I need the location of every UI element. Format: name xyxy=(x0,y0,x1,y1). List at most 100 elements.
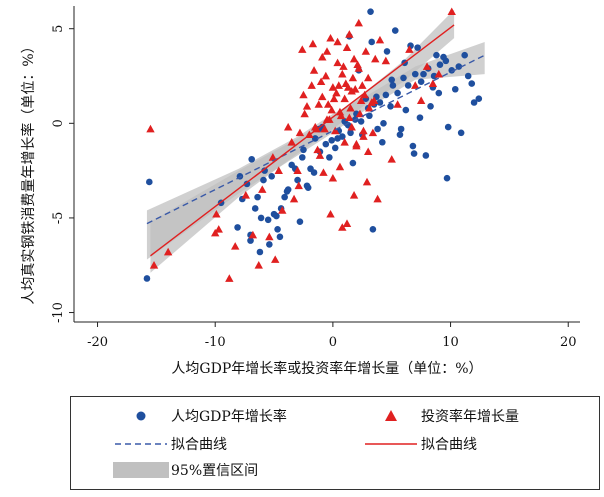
data-point-gdp xyxy=(296,218,304,226)
data-point-gdp xyxy=(300,146,307,154)
data-point-gdp xyxy=(402,106,410,114)
data-point-investment xyxy=(287,138,296,146)
data-point-investment xyxy=(319,168,328,176)
data-point-gdp xyxy=(470,99,478,106)
fit-line-dashed xyxy=(146,54,485,225)
data-point-investment xyxy=(447,7,456,16)
data-point-gdp xyxy=(331,144,339,152)
data-point-investment xyxy=(345,30,354,38)
data-point-gdp xyxy=(328,137,336,144)
data-point-investment xyxy=(375,35,385,44)
data-point-investment xyxy=(313,145,322,154)
data-point-gdp xyxy=(264,216,272,224)
data-point-investment xyxy=(321,71,331,80)
data-point-investment xyxy=(328,83,338,91)
data-point-investment xyxy=(163,247,173,256)
data-point-investment xyxy=(293,166,302,174)
data-point-gdp xyxy=(430,72,438,80)
data-point-gdp xyxy=(304,184,312,191)
data-point-investment xyxy=(309,66,319,74)
data-point-investment xyxy=(422,62,432,70)
legend-item-fit-dashed: 拟合曲线 xyxy=(111,433,227,455)
data-point-investment xyxy=(346,103,355,112)
data-point-investment xyxy=(323,100,333,108)
legend-label: 拟合曲线 xyxy=(171,437,227,453)
data-point-gdp xyxy=(411,70,419,78)
data-point-gdp xyxy=(400,74,407,82)
data-point-gdp xyxy=(256,248,264,256)
data-point-investment xyxy=(362,177,372,186)
data-point-investment xyxy=(393,100,402,108)
data-point-investment xyxy=(353,60,362,69)
data-point-investment xyxy=(354,64,363,72)
data-point-gdp xyxy=(382,91,390,99)
data-point-investment xyxy=(347,122,356,131)
data-point-investment xyxy=(342,43,352,51)
data-point-investment xyxy=(434,69,443,78)
data-point-investment xyxy=(327,105,336,114)
data-point-investment xyxy=(302,102,312,110)
data-point-investment xyxy=(416,96,426,104)
data-point-investment xyxy=(359,132,368,140)
data-point-investment xyxy=(347,86,356,95)
data-point-investment xyxy=(316,77,326,86)
data-point-gdp xyxy=(380,120,387,127)
data-point-gdp xyxy=(379,138,386,146)
data-point-investment xyxy=(298,45,307,53)
data-point-investment xyxy=(334,81,343,89)
data-point-investment xyxy=(315,151,325,159)
data-point-investment xyxy=(333,37,342,46)
data-point-gdp xyxy=(451,85,459,93)
data-point-gdp xyxy=(448,67,456,74)
data-point-investment xyxy=(348,73,358,82)
data-point-gdp xyxy=(248,155,255,163)
legend-item-ci: 95%置信区间 xyxy=(111,459,258,481)
data-point-investment xyxy=(342,219,352,227)
data-point-gdp xyxy=(475,95,483,103)
data-point-investment xyxy=(340,94,349,103)
data-point-gdp xyxy=(464,72,472,80)
data-point-investment xyxy=(268,153,278,161)
data-point-investment xyxy=(365,103,374,112)
data-point-investment xyxy=(352,141,361,150)
data-point-gdp xyxy=(435,89,443,97)
data-point-investment xyxy=(248,230,258,239)
data-point-gdp xyxy=(322,140,330,148)
data-point-investment xyxy=(278,206,287,214)
data-point-gdp xyxy=(397,125,405,133)
data-point-investment xyxy=(295,128,305,137)
data-point-gdp xyxy=(416,114,424,121)
x-axis-title: 人均GDP年增长率或投资率年增长量（单位：%） xyxy=(171,360,482,377)
data-point-gdp xyxy=(433,51,440,59)
data-point-investment xyxy=(356,96,366,104)
data-point-gdp xyxy=(444,123,452,131)
legend-circle-marker xyxy=(136,411,146,421)
data-point-investment xyxy=(307,81,316,89)
data-point-investment xyxy=(320,124,329,133)
data-point-investment xyxy=(338,223,347,231)
legend-item-gdp: 人均GDP年增长率 xyxy=(111,405,287,427)
data-point-investment xyxy=(332,88,341,97)
data-point-investment xyxy=(212,209,221,218)
data-point-investment xyxy=(381,56,391,65)
data-point-gdp xyxy=(234,224,241,231)
data-point-gdp xyxy=(383,48,391,55)
data-point-investment xyxy=(299,90,308,99)
data-point-gdp xyxy=(374,125,381,133)
data-point-gdp xyxy=(417,78,425,85)
data-point-gdp xyxy=(283,188,291,195)
data-point-gdp xyxy=(347,129,354,137)
data-point-gdp xyxy=(294,176,301,184)
data-point-gdp xyxy=(440,53,447,61)
y-tick-label: -5 xyxy=(51,212,66,225)
data-point-investment xyxy=(146,124,155,133)
data-point-investment xyxy=(340,138,349,146)
data-point-gdp xyxy=(261,167,268,174)
data-point-investment xyxy=(231,242,240,250)
data-point-investment xyxy=(368,128,378,137)
data-point-gdp xyxy=(457,129,465,137)
data-point-gdp xyxy=(420,70,427,78)
legend: 人均GDP年增长率 投资率年增长量 拟合曲线 拟合曲线 95%置信区间 xyxy=(70,396,600,490)
data-point-investment xyxy=(361,47,371,55)
data-point-investment xyxy=(241,191,251,199)
